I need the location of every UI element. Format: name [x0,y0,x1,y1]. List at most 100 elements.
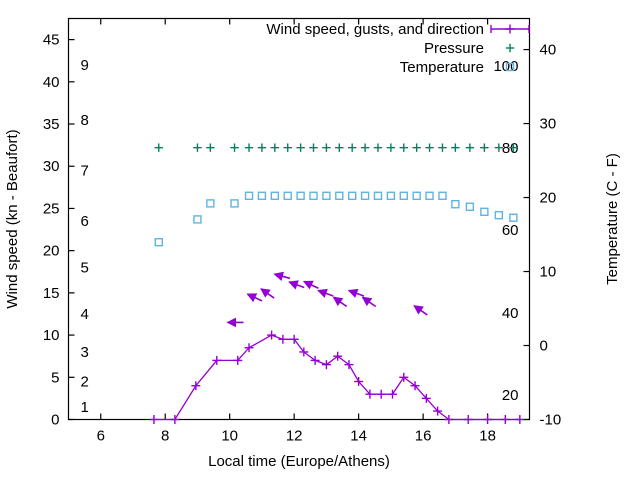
marker-square [480,207,489,217]
y2-ticklabel: 20 [540,190,557,207]
wind-direction-arrow [273,271,291,282]
y-ticklabel: 25 [43,200,60,217]
beaufort-label: 4 [81,306,89,323]
y-axis-left-ticklabels: 0 5 10 15 20 25 30 35 40 45 [43,32,60,429]
x-ticklabel: 10 [221,428,238,445]
marker-square [505,62,515,72]
x-ticklabel: 6 [97,428,105,445]
marker-square [257,191,267,200]
x-ticklabel: 8 [161,428,169,445]
legend-label: Temperature [400,59,484,76]
y-ticklabel: 20 [43,243,60,260]
arrow-head [302,280,314,290]
marker-square [386,191,396,200]
y2-ticklabel: 10 [540,264,557,281]
wind-direction-arrow [347,288,365,298]
beaufort-label: 1 [81,399,89,416]
y-axis-left-ticks [68,39,75,421]
arrow-head [273,271,284,282]
fahrenheit-label: 80 [502,140,519,157]
arrow-head [226,317,237,328]
plot-frame [67,17,531,421]
marker-square [154,238,163,247]
wind-direction-arrow [226,317,244,328]
y-ticklabel: 40 [43,74,60,91]
marker-square [283,191,292,200]
fahrenheit-label: 20 [502,387,519,404]
x-axis-ticks [100,413,489,420]
y-ticklabel: 15 [43,285,60,302]
beaufort-label: 8 [81,112,89,129]
arrow-head [246,293,258,303]
y2-ticklabel: 0 [540,338,548,355]
wind-direction-arrow [361,296,377,308]
x-ticklabel: 16 [415,428,432,445]
marker-square [244,191,254,200]
marker-square [509,213,518,222]
marker-square [494,211,504,220]
y-ticklabel: 30 [43,158,60,175]
wind-direction-arrow [246,293,263,303]
marker-square [465,202,475,211]
x-axis-top-ticks [100,18,489,25]
marker-square [347,191,357,200]
series-pressure [154,143,518,152]
y-ticklabel: 0 [51,412,59,429]
wind-speed-line [153,334,520,421]
series-wind-speed [149,330,525,424]
legend-label: Pressure [424,40,484,57]
wind-direction-arrow [332,296,348,308]
y-ticklabel: 35 [43,116,60,133]
beaufort-label: 2 [81,374,89,391]
marker-square [438,191,447,200]
marker-square [322,191,331,200]
wind-direction-arrow [317,288,334,298]
wind-direction-arrows [226,271,428,328]
beaufort-label: 3 [81,344,89,361]
y-ticklabel: 5 [51,369,59,386]
y2-ticklabel: 40 [540,42,557,59]
y2-ticklabel: -10 [540,412,562,429]
y-ticklabel: 45 [43,32,60,49]
wind-direction-arrow [413,305,428,316]
marker-square [412,191,421,200]
marker-square [335,191,344,200]
y-ticklabel: 10 [43,327,60,344]
arrow-head [317,288,328,298]
y-axis-left-title: Wind speed (kn - Beaufort) [4,129,21,308]
marker-square [451,200,460,209]
marker-square [373,191,383,200]
marker-square [309,191,318,200]
fahrenheit-label: 40 [502,305,519,322]
marker-square [270,191,280,200]
x-ticklabel: 14 [350,428,367,445]
series-temperature [154,191,518,247]
beaufort-label: 5 [81,260,89,277]
x-axis-title: Local time (Europe/Athens) [208,453,390,470]
beaufort-label: 9 [81,57,89,74]
x-ticklabel: 18 [479,428,496,445]
marker-square [206,199,215,208]
arrow-head [361,296,373,307]
beaufort-label: 7 [81,162,89,179]
marker-square [296,191,305,200]
beaufort-scale-labels: 1 2 3 4 5 6 7 8 9 [81,57,89,416]
marker-square [425,191,434,200]
x-axis-ticklabels: 6 8 10 12 14 16 18 [97,428,496,445]
x-ticklabel: 12 [286,428,303,445]
y-axis-right-ticklabels: -10 0 10 20 30 40 [540,42,562,429]
arrow-head [332,296,344,307]
arrow-head [288,280,299,290]
marker-square [399,191,408,200]
legend-label: Wind speed, gusts, and direction [266,21,484,38]
marker-square [193,215,202,224]
y-axis-right-title: Temperature (C - F) [604,153,621,285]
wind-direction-arrow [260,288,275,299]
y2-ticklabel: 30 [540,116,557,133]
marker-square [360,191,370,200]
marker-square [230,199,239,208]
arrow-head [260,288,271,298]
chart-legend: Wind speed, gusts, and direction Pressure… [266,21,530,76]
